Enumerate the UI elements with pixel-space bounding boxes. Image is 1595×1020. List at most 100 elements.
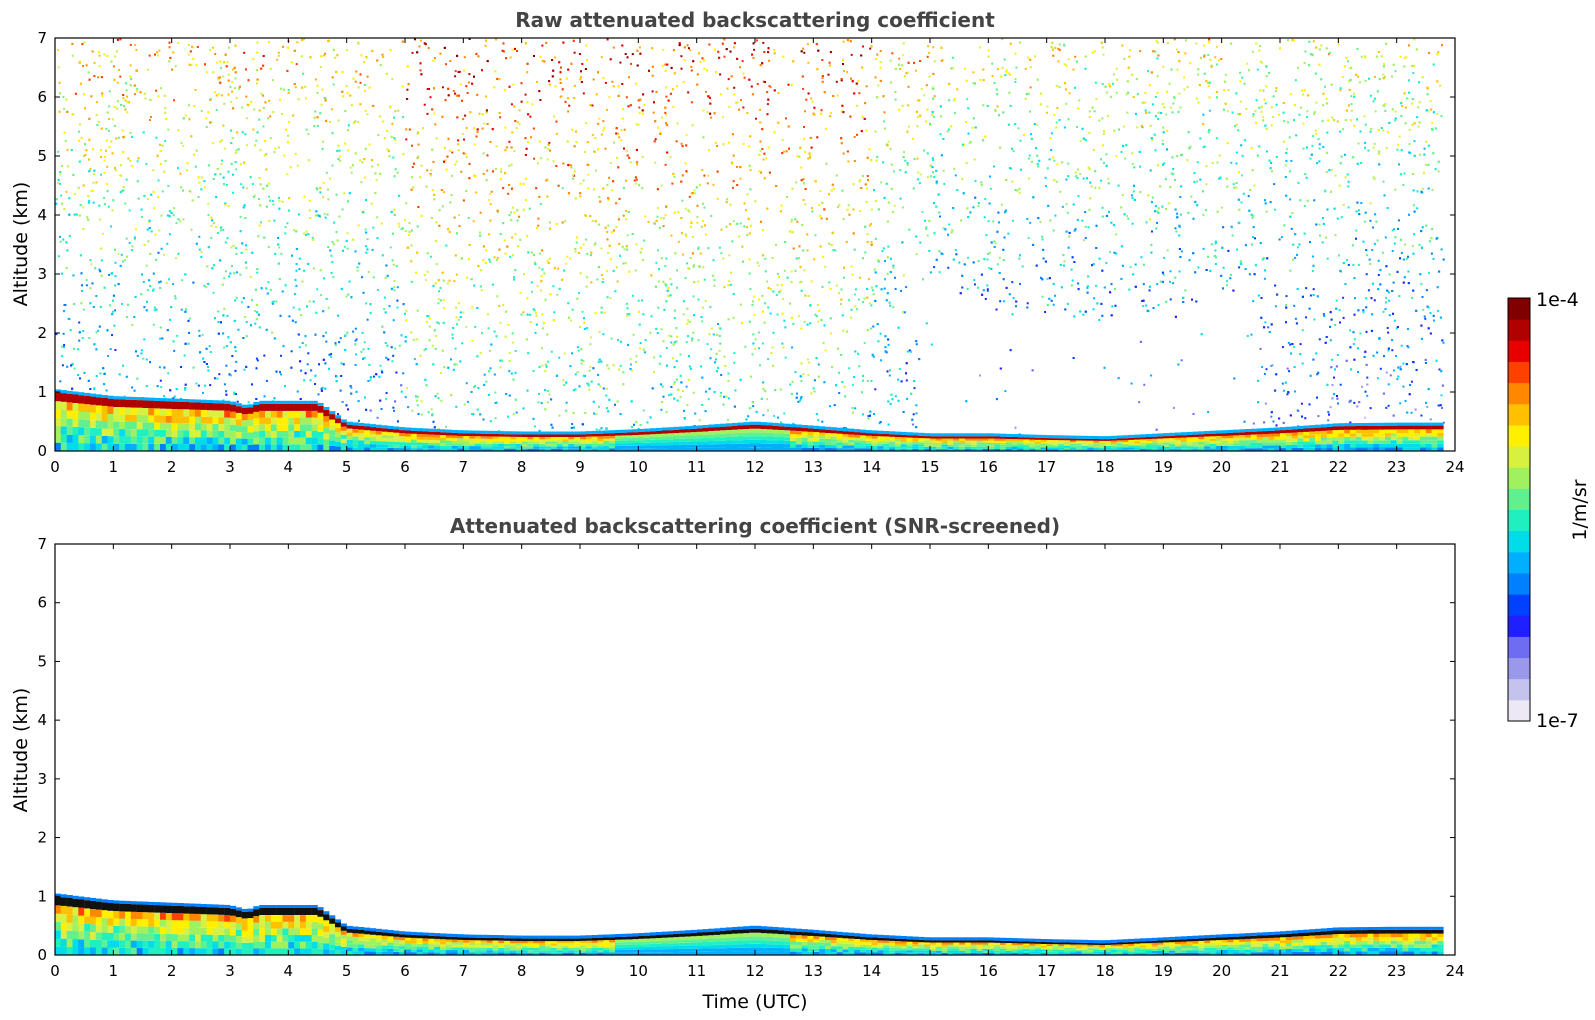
noise-pixel	[434, 123, 437, 126]
noise-pixel	[1058, 86, 1061, 88]
noise-pixel	[658, 226, 661, 229]
noise-pixel	[214, 91, 216, 94]
noise-pixel	[166, 242, 169, 245]
noise-pixel	[1409, 384, 1412, 386]
noise-pixel	[973, 279, 976, 281]
noise-pixel	[269, 137, 272, 140]
noise-pixel	[1289, 269, 1292, 272]
noise-pixel	[175, 222, 178, 224]
noise-pixel	[62, 238, 65, 241]
noise-pixel	[994, 242, 997, 245]
noise-pixel	[121, 303, 123, 305]
noise-pixel	[1184, 52, 1187, 55]
noise-pixel	[797, 400, 800, 403]
noise-pixel	[865, 187, 868, 190]
noise-pixel	[1065, 178, 1068, 181]
noise-pixel	[1342, 296, 1345, 299]
noise-pixel	[623, 248, 626, 251]
noise-pixel	[215, 225, 218, 228]
noise-pixel	[919, 241, 922, 244]
noise-pixel	[1151, 103, 1154, 106]
noise-pixel	[1355, 229, 1358, 232]
noise-pixel	[407, 83, 410, 86]
noise-pixel	[276, 58, 279, 61]
noise-pixel	[1340, 270, 1342, 273]
noise-pixel	[1202, 123, 1205, 125]
noise-pixel	[1363, 115, 1366, 118]
noise-pixel	[119, 75, 122, 78]
noise-pixel	[756, 83, 759, 85]
noise-pixel	[766, 103, 769, 106]
noise-pixel	[1202, 146, 1205, 149]
noise-pixel	[364, 109, 367, 112]
noise-pixel	[324, 216, 327, 219]
noise-pixel	[1227, 249, 1230, 252]
noise-pixel	[1385, 371, 1388, 374]
noise-pixel	[1124, 157, 1126, 160]
noise-pixel	[1290, 159, 1293, 162]
noise-pixel	[495, 401, 498, 404]
noise-pixel	[654, 138, 657, 141]
noise-pixel	[1376, 377, 1379, 380]
noise-pixel	[762, 80, 765, 83]
noise-pixel	[499, 321, 502, 324]
noise-pixel	[1005, 286, 1008, 289]
noise-pixel	[540, 157, 543, 160]
noise-pixel	[426, 169, 429, 172]
noise-pixel	[140, 216, 143, 218]
noise-pixel	[915, 69, 917, 72]
noise-pixel	[541, 59, 544, 62]
noise-pixel	[460, 170, 463, 173]
noise-pixel	[1252, 422, 1255, 425]
noise-pixel	[685, 134, 688, 137]
noise-pixel	[216, 232, 219, 234]
noise-pixel	[305, 230, 308, 233]
noise-pixel	[398, 225, 401, 228]
noise-pixel	[1374, 75, 1376, 78]
noise-pixel	[1305, 116, 1308, 118]
noise-pixel	[1144, 109, 1147, 112]
noise-pixel	[662, 217, 665, 220]
noise-pixel	[731, 162, 734, 165]
noise-pixel	[114, 349, 117, 351]
noise-pixel	[935, 182, 938, 185]
noise-pixel	[1272, 420, 1275, 423]
noise-pixel	[115, 169, 117, 172]
noise-pixel	[453, 280, 456, 283]
noise-pixel	[540, 289, 543, 292]
noise-pixel	[176, 334, 179, 337]
noise-pixel	[485, 111, 488, 114]
noise-pixel	[686, 404, 689, 407]
noise-pixel	[1115, 67, 1118, 70]
noise-pixel	[577, 349, 580, 352]
noise-pixel	[105, 149, 107, 152]
noise-pixel	[764, 257, 767, 260]
noise-pixel	[785, 117, 787, 120]
noise-pixel	[524, 177, 527, 180]
noise-pixel	[1369, 202, 1372, 205]
noise-pixel	[549, 149, 551, 152]
noise-pixel	[1327, 411, 1330, 414]
noise-pixel	[1098, 319, 1101, 321]
noise-pixel	[295, 284, 298, 287]
noise-pixel	[1342, 316, 1345, 319]
noise-pixel	[685, 235, 688, 238]
noise-pixel	[209, 121, 211, 124]
noise-pixel	[258, 224, 261, 227]
noise-pixel	[404, 219, 407, 222]
noise-pixel	[863, 342, 866, 345]
noise-pixel	[701, 320, 704, 323]
noise-pixel	[1321, 241, 1324, 244]
noise-pixel	[530, 290, 533, 293]
noise-pixel	[252, 128, 255, 131]
noise-pixel	[354, 339, 357, 342]
noise-pixel	[599, 385, 602, 388]
noise-pixel	[1054, 46, 1057, 49]
noise-pixel	[365, 245, 367, 248]
noise-pixel	[1235, 186, 1238, 189]
noise-pixel	[768, 59, 771, 62]
noise-pixel	[627, 105, 630, 108]
noise-pixel	[754, 348, 757, 350]
noise-pixel	[198, 334, 201, 337]
noise-pixel	[690, 69, 693, 72]
